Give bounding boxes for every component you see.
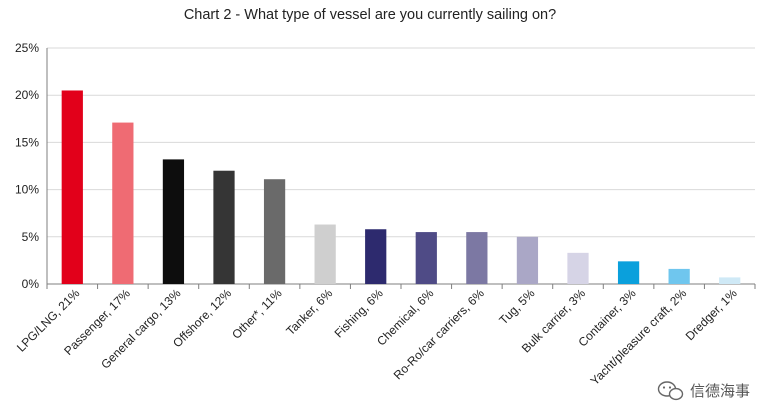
watermark-text: 信德海事 [690, 382, 750, 400]
chart-title: Chart 2 - What type of vessel are you cu… [184, 7, 556, 23]
bar [668, 268, 690, 284]
bar [213, 170, 235, 284]
category-label: Yacht/pleasure craft, 2% [588, 286, 690, 388]
category-label: Other*, 11% [229, 286, 285, 342]
y-tick-label: 20% [15, 88, 39, 102]
bar [112, 122, 134, 285]
bar [617, 261, 640, 284]
bar [365, 229, 387, 284]
axes [46, 48, 756, 289]
y-tick-label: 0% [22, 277, 40, 291]
watermark: 信德海事 [657, 381, 750, 401]
bar [314, 224, 336, 284]
category-label: Tug, 5% [496, 286, 537, 327]
category-labels: LPG/LNG, 21%Passenger, 17%General cargo,… [14, 286, 740, 388]
bar [162, 159, 185, 284]
category-label: Tanker, 6% [283, 286, 335, 338]
y-tick-label: 10% [15, 183, 39, 197]
bar [516, 236, 539, 284]
bar [61, 90, 83, 284]
bar [263, 179, 286, 284]
y-tick-label: 5% [22, 230, 40, 244]
gridlines [47, 47, 755, 238]
y-tick-label: 25% [15, 41, 39, 55]
y-axis-ticks: 0% 5% 10% 15% 20% 25% [15, 41, 39, 291]
category-label: Fishing, 6% [332, 286, 386, 340]
bars [61, 90, 741, 285]
category-label: Ro-Ro/car carriers, 6% [391, 286, 487, 382]
bar [567, 252, 589, 284]
bar [415, 232, 437, 284]
wechat-icon [657, 381, 684, 401]
bar [466, 232, 488, 284]
bar [719, 277, 741, 284]
y-tick-label: 15% [15, 135, 39, 149]
category-label: Dredger, 1% [683, 286, 740, 343]
